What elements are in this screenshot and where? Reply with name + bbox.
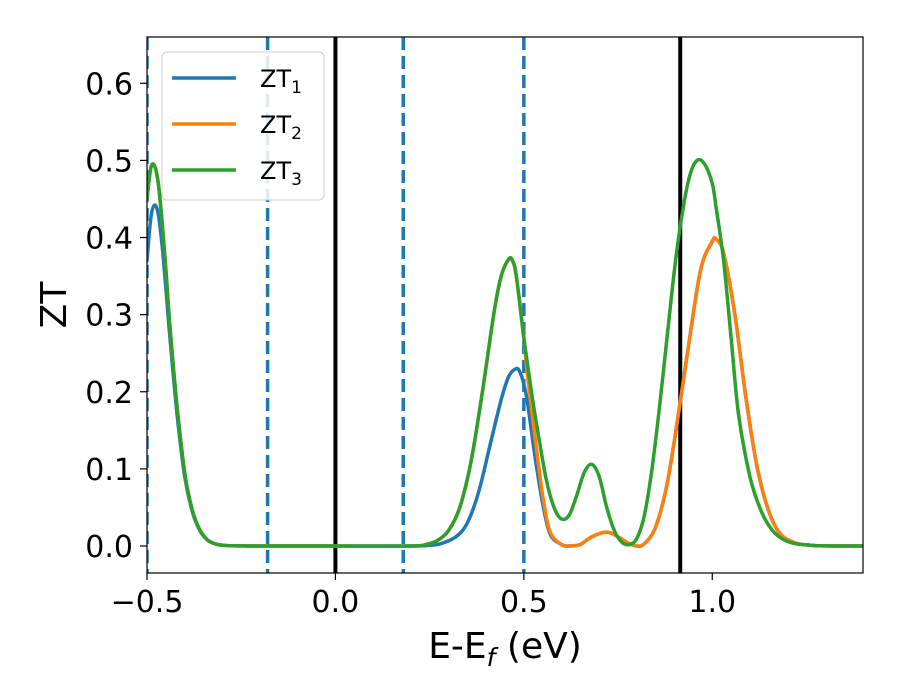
series-layer bbox=[147, 157, 863, 548]
x-axis-ticks: −0.5 0.0 0.5 1.0 bbox=[111, 573, 736, 620]
legend-label-zt2: ZT2 bbox=[260, 111, 302, 144]
y-tick-label: 0.4 bbox=[85, 222, 133, 257]
legend-label-zt1: ZT1 bbox=[260, 65, 302, 98]
legend: ZT1 ZT2 ZT3 bbox=[161, 51, 325, 201]
y-tick-label: 0.0 bbox=[85, 530, 133, 565]
legend-box bbox=[161, 51, 325, 201]
y-tick-label: 0.6 bbox=[85, 67, 133, 102]
x-tick-label: 0.0 bbox=[312, 585, 360, 620]
plot-frame bbox=[146, 36, 864, 574]
reference-lines bbox=[147, 37, 683, 573]
series-line-zt3 bbox=[147, 157, 863, 548]
x-tick-label: 0.5 bbox=[500, 585, 548, 620]
x-axis-title: E-Ef (eV) bbox=[428, 626, 582, 672]
legend-label-zt3: ZT3 bbox=[260, 157, 302, 190]
y-axis-ticks: 0.0 0.1 0.2 0.3 0.4 0.5 0.6 bbox=[85, 67, 147, 565]
y-tick-label: 0.5 bbox=[85, 144, 133, 179]
x-tick-label: 1.0 bbox=[688, 585, 736, 620]
y-axis-title: ZT bbox=[34, 281, 75, 329]
y-tick-label: 0.1 bbox=[85, 453, 133, 488]
x-tick-label: −0.5 bbox=[111, 585, 184, 620]
y-tick-label: 0.3 bbox=[85, 299, 133, 334]
series-line-zt2 bbox=[147, 162, 863, 548]
y-tick-label: 0.2 bbox=[85, 376, 133, 411]
